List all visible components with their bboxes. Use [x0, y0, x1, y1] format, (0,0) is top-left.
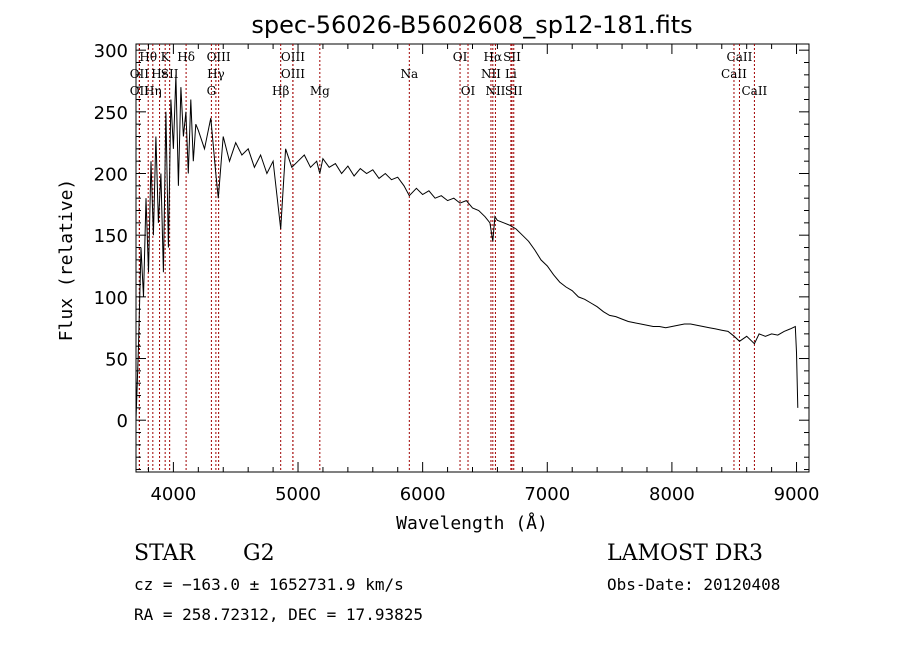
y-tick-label: 50	[105, 350, 128, 371]
x-tick-label: 9000	[774, 484, 820, 505]
x-tick-label: 6000	[400, 484, 446, 505]
x-tick-label: 4000	[150, 484, 196, 505]
redshift-line: cz = −163.0 ± 1652731.9 km/s	[134, 575, 404, 594]
coordinates: RA = 258.72312, DEC = 17.93825	[134, 605, 423, 624]
line-label: K	[161, 50, 171, 64]
line-label: CaII	[721, 67, 747, 81]
line-label: Hη	[144, 84, 162, 98]
y-tick-label: 0	[117, 411, 128, 432]
line-label: G	[207, 84, 217, 98]
line-markers	[138, 44, 755, 472]
line-label: SII	[503, 50, 521, 64]
x-tick-label: 5000	[275, 484, 321, 505]
flux-series-line	[135, 74, 799, 421]
line-label: NII	[485, 84, 505, 98]
line-label: OII	[130, 84, 150, 98]
survey-name: LAMOST DR3	[607, 541, 763, 566]
line-label: Li	[505, 67, 517, 81]
line-label: NII	[481, 67, 501, 81]
x-tick-label: 7000	[524, 484, 570, 505]
y-tick-label: 250	[94, 103, 128, 124]
line-label: Hα	[484, 50, 503, 64]
y-axis: 0 50 100 150 200 250 300	[94, 41, 809, 471]
x-axis: 4000 5000 6000 7000 8000 9000	[147, 44, 820, 505]
y-tick-label: 100	[94, 288, 128, 309]
line-label: Hε	[151, 67, 168, 81]
line-label: OI	[453, 50, 468, 64]
obs-date: Obs-Date: 20120408	[607, 575, 780, 594]
chart-title: spec-56026-B5602608_sp12-181.fits	[251, 11, 692, 39]
y-tick-label: 300	[94, 41, 128, 62]
line-label: OIII	[281, 50, 305, 64]
line-label: OIII	[281, 67, 305, 81]
line-label: Mg	[310, 84, 330, 98]
object-subclass: G2	[243, 541, 275, 566]
object-class: STAR	[134, 541, 196, 566]
line-label: OI	[461, 84, 476, 98]
line-label: OIII	[207, 50, 231, 64]
line-label: Na	[400, 67, 418, 81]
line-label: SII	[161, 67, 179, 81]
line-label: Hθ	[139, 50, 157, 64]
line-label: CaII	[741, 84, 767, 98]
line-label: SII	[505, 84, 523, 98]
y-tick-label: 150	[94, 226, 128, 247]
line-label: Hγ	[207, 67, 225, 81]
line-label: CaII	[727, 50, 753, 64]
y-tick-label: 200	[94, 165, 128, 186]
line-label: OII	[130, 67, 150, 81]
line-label: Hβ	[272, 84, 289, 98]
y-axis-label: Flux (relative)	[56, 179, 77, 342]
plot-frame	[135, 43, 810, 473]
x-tick-label: 8000	[649, 484, 695, 505]
line-label: Hδ	[177, 50, 195, 64]
x-axis-label: Wavelength (Å)	[396, 512, 548, 534]
